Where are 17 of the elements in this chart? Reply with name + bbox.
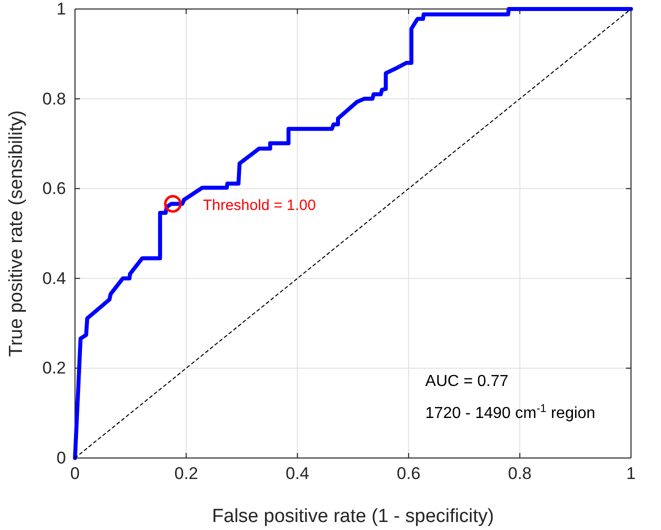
x-tick-label: 0.8	[508, 464, 532, 484]
x-tick-label: 0.2	[174, 464, 198, 484]
y-tick-label: 0	[56, 448, 66, 468]
y-axis-title: True positive rate (sensibility)	[6, 110, 27, 357]
y-tick-label: 1	[56, 0, 66, 18]
annotation: Threshold = 1.00	[202, 196, 316, 214]
x-tick-label: 0.4	[286, 464, 310, 484]
x-axis-title: False positive rate (1 - specificity)	[212, 506, 494, 527]
annotation: AUC = 0.77	[425, 373, 509, 390]
y-tick-label: 0.6	[42, 179, 66, 198]
x-tick-label: 1	[626, 464, 636, 484]
x-tick-label: 0.6	[396, 464, 420, 484]
annotation: 1720 - 1490 cm$^{-1}$ region	[425, 403, 596, 422]
y-tick-label: 0.2	[42, 358, 66, 378]
x-tick-label: 0	[70, 464, 80, 484]
y-tick-label: 0.8	[42, 89, 66, 108]
y-tick-label: 0.4	[42, 268, 66, 288]
